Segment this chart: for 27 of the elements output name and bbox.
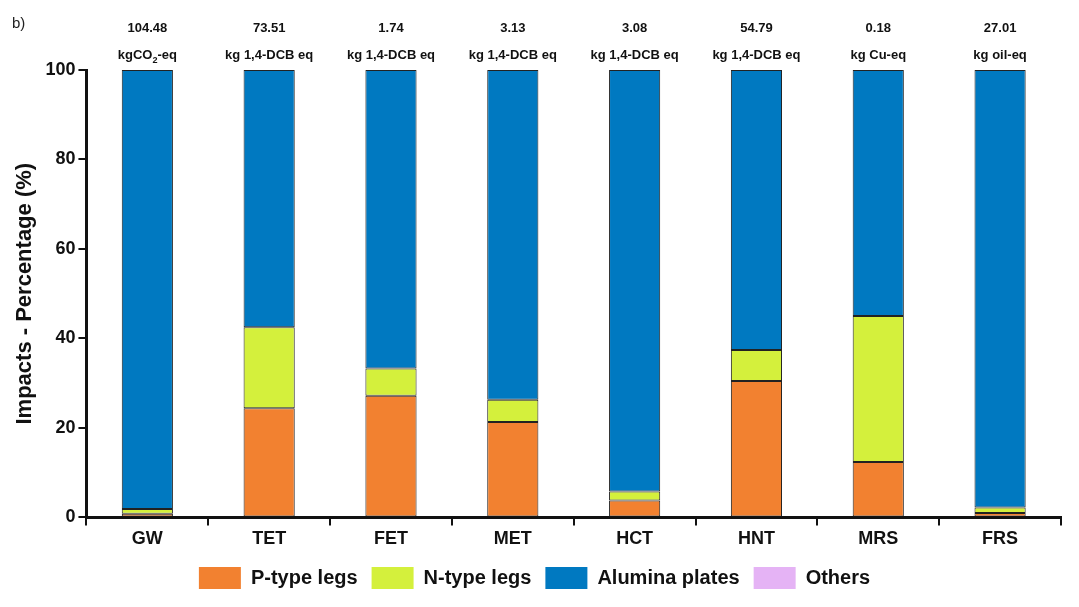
y-tick-label: 40 bbox=[55, 327, 76, 348]
y-tick-label: 0 bbox=[65, 506, 76, 527]
x-tick-label: MRS bbox=[858, 528, 899, 549]
x-tick-label: TET bbox=[252, 528, 287, 549]
text: 54.79 kg 1,4-DCB eq bbox=[712, 20, 801, 62]
x-tick-label: MET bbox=[493, 528, 532, 549]
text: 73.51 kg 1,4-DCB eq bbox=[225, 20, 314, 62]
legend-label: Others bbox=[805, 565, 871, 588]
x-tick-label: FRS bbox=[982, 528, 1019, 549]
text: 1.74 kg 1,4-DCB eq bbox=[346, 20, 436, 62]
x-tick-label: FET bbox=[373, 528, 408, 549]
text: 3.13 kg 1,4-DCB eq bbox=[468, 20, 557, 62]
text: 0.18 kg Cu-eq bbox=[850, 20, 907, 62]
y-tick-label: 100 bbox=[45, 58, 76, 79]
x-tick-label: HNT bbox=[737, 528, 775, 549]
legend-label: P-type legs bbox=[250, 565, 358, 588]
x-tick-label: GW bbox=[131, 528, 163, 549]
text: 3.08 kg 1,4-DCB eq bbox=[590, 20, 679, 62]
legend-label: N-type legs bbox=[423, 565, 532, 588]
text: 27.01 kg oil-eq bbox=[973, 20, 1027, 62]
x-tick-label: HCT bbox=[616, 528, 654, 549]
chart-title: b) bbox=[12, 14, 26, 31]
y-axis-title: Impacts - Percentage (%) bbox=[11, 162, 37, 425]
y-tick-label: 80 bbox=[55, 148, 76, 169]
y-tick-label: 60 bbox=[55, 237, 76, 258]
y-tick-label: 20 bbox=[55, 416, 76, 437]
legend-label: Alumina plates bbox=[597, 565, 740, 588]
